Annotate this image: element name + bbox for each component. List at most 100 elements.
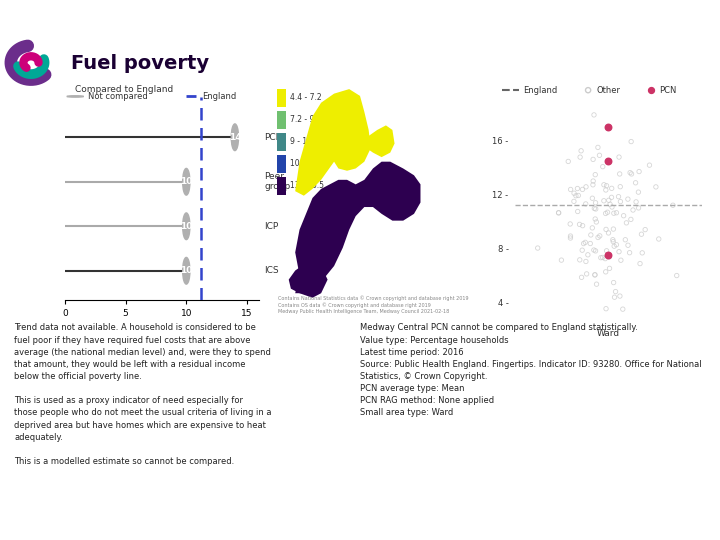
Point	[626, 137, 637, 146]
Point	[625, 215, 636, 224]
Point	[633, 188, 644, 197]
Text: Not compared: Not compared	[88, 92, 148, 101]
Point	[594, 232, 606, 240]
Point	[598, 197, 610, 205]
Point	[606, 184, 618, 193]
Point	[585, 239, 596, 248]
Point	[581, 269, 593, 278]
Point	[608, 242, 620, 251]
Point	[574, 220, 585, 229]
Point	[574, 255, 585, 264]
Point	[565, 185, 577, 194]
Point	[608, 278, 619, 287]
Point	[577, 185, 588, 194]
Polygon shape	[295, 89, 371, 195]
Text: PCN: PCN	[659, 86, 677, 94]
Point	[588, 204, 600, 213]
Text: Fuel poverty: Fuel poverty	[71, 54, 210, 73]
Point	[630, 179, 642, 187]
Point	[606, 202, 618, 211]
Point	[590, 215, 601, 224]
Text: England: England	[202, 92, 237, 101]
Point	[553, 208, 564, 217]
Point	[589, 271, 600, 279]
Point	[597, 163, 608, 171]
Polygon shape	[295, 161, 420, 293]
Point	[577, 246, 588, 254]
Point	[615, 256, 626, 265]
Circle shape	[67, 96, 84, 97]
Point	[595, 253, 606, 262]
Point	[572, 184, 583, 193]
Point	[602, 208, 613, 217]
Point	[604, 264, 616, 273]
FancyBboxPatch shape	[277, 111, 286, 129]
Point	[600, 305, 612, 313]
Point	[603, 251, 614, 260]
Point	[556, 256, 567, 265]
Text: 14: 14	[228, 133, 241, 142]
Point	[568, 197, 580, 206]
Point	[671, 271, 683, 280]
Circle shape	[183, 168, 190, 195]
Circle shape	[231, 124, 238, 151]
Point	[639, 225, 651, 234]
Point	[622, 195, 634, 204]
Point	[613, 192, 624, 201]
Point	[562, 157, 574, 166]
Point	[578, 239, 590, 248]
Point	[576, 273, 588, 282]
Point	[600, 186, 611, 194]
FancyBboxPatch shape	[277, 89, 286, 107]
Point	[603, 123, 614, 131]
Point	[590, 170, 601, 179]
Text: Peer
group: Peer group	[264, 172, 290, 192]
Text: ICP: ICP	[264, 222, 279, 231]
Point	[621, 219, 632, 227]
Point	[600, 254, 611, 263]
Point	[606, 193, 617, 201]
Polygon shape	[364, 125, 395, 157]
Point	[590, 205, 601, 213]
Point	[608, 225, 619, 233]
Point	[572, 191, 584, 200]
Point	[600, 209, 611, 218]
Point	[592, 143, 603, 152]
Point	[580, 238, 591, 247]
Point	[622, 241, 634, 249]
Point	[603, 253, 615, 261]
Point	[634, 167, 645, 176]
Text: Compared to England: Compared to England	[75, 85, 174, 94]
Point	[600, 181, 612, 190]
Point	[594, 151, 606, 160]
Point	[608, 209, 620, 218]
Point	[636, 248, 648, 257]
Text: England: England	[523, 86, 557, 94]
Text: 21: 21	[11, 9, 27, 19]
Point	[588, 246, 600, 254]
Point	[568, 189, 580, 198]
Point	[603, 157, 614, 165]
Text: 10: 10	[180, 266, 192, 275]
Point	[644, 161, 655, 170]
Point	[626, 170, 637, 178]
Text: 7.2 - 9: 7.2 - 9	[290, 115, 315, 124]
Text: 4.4 - 7.2: 4.4 - 7.2	[290, 93, 322, 102]
Point	[611, 208, 622, 217]
Point	[608, 293, 620, 301]
Point	[600, 267, 611, 276]
Text: ICS: ICS	[264, 266, 279, 275]
Point	[588, 111, 600, 119]
Point	[613, 247, 625, 256]
Point	[598, 180, 610, 189]
Point	[564, 220, 576, 228]
Point	[614, 183, 626, 191]
Point	[590, 247, 601, 255]
Point	[614, 170, 626, 178]
Point	[627, 206, 639, 214]
Point	[585, 231, 597, 239]
Point	[570, 191, 582, 200]
Point	[608, 237, 619, 246]
Point	[580, 257, 592, 266]
Text: PCN: PCN	[264, 133, 282, 142]
